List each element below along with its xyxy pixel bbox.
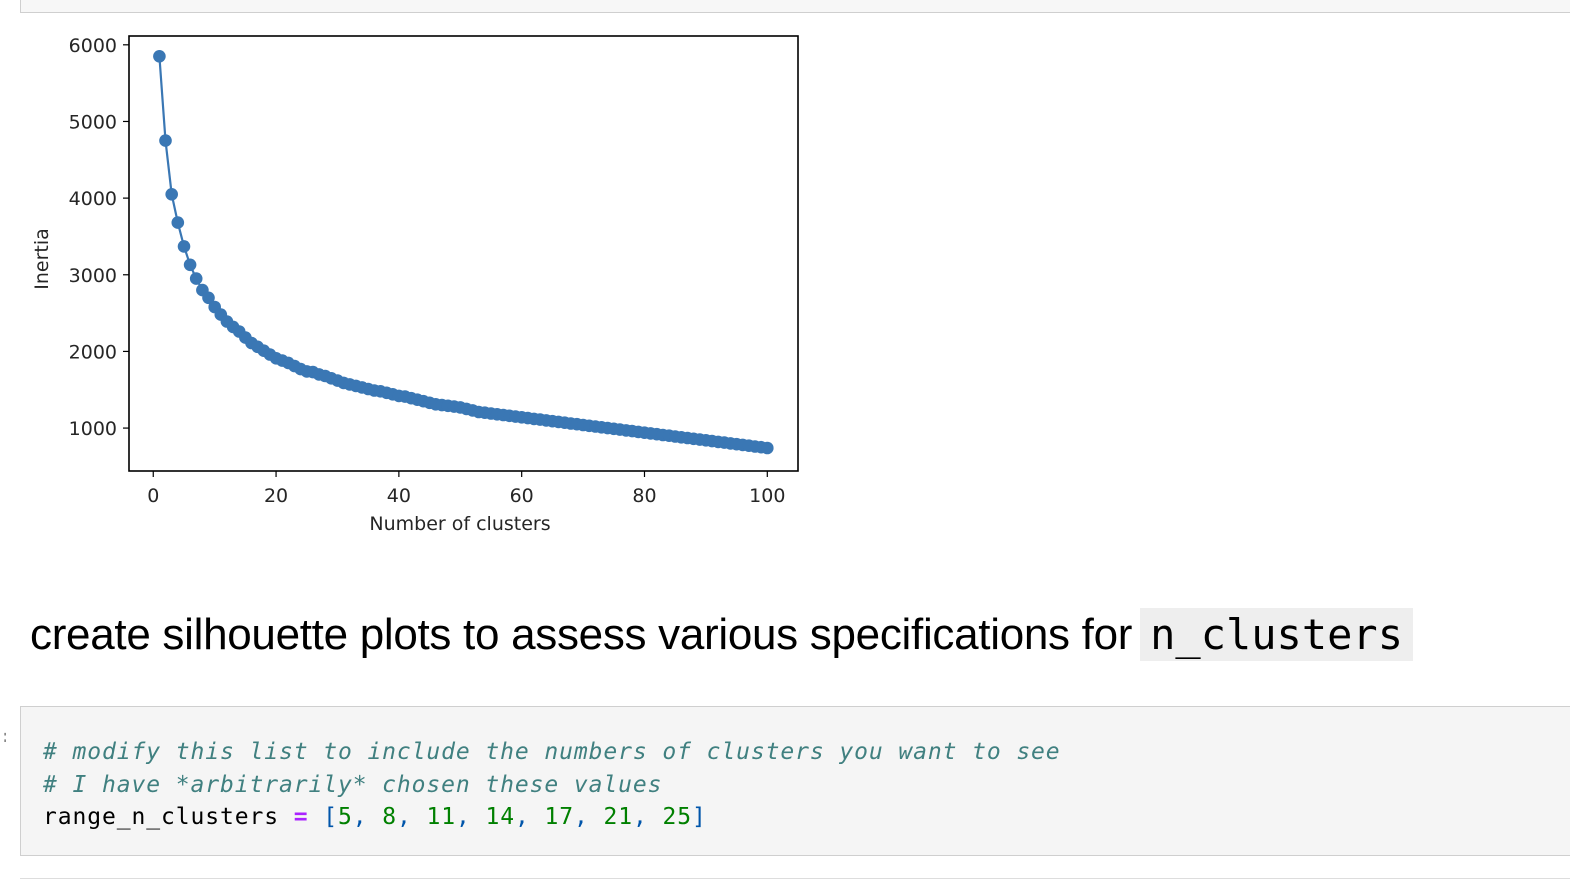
markdown-heading: create silhouette plots to assess variou… xyxy=(30,603,1413,667)
code-block[interactable]: # modify this list to include the number… xyxy=(43,739,1061,830)
code-close-bracket: ] xyxy=(691,804,707,830)
code-comment-line-1: # modify this list to include the number… xyxy=(43,739,1061,765)
code-open-bracket: [ xyxy=(323,804,338,830)
y-tick-label: 6000 xyxy=(69,35,117,57)
code-variable: range_n_clusters xyxy=(43,804,294,830)
y-tick-label: 2000 xyxy=(69,341,117,363)
x-tick-label: 100 xyxy=(749,485,785,507)
x-tick-label: 40 xyxy=(387,485,411,507)
inertia-series-line xyxy=(158,56,768,450)
previous-cell-bottom xyxy=(20,0,1570,13)
x-tick-label: 60 xyxy=(510,485,534,507)
data-point xyxy=(171,216,185,229)
y-tick-label: 1000 xyxy=(69,418,117,440)
code-comment-line-2: # I have *arbitrarily* chosen these valu… xyxy=(43,771,663,798)
data-point xyxy=(183,258,197,272)
code-value: 11 xyxy=(426,804,456,830)
code-cell-editor[interactable]: # modify this list to include the number… xyxy=(20,706,1570,856)
data-point xyxy=(761,441,774,455)
x-tick-label: 20 xyxy=(264,485,288,507)
next-cell-top-border xyxy=(20,878,1570,879)
y-tick-label: 5000 xyxy=(69,111,117,133)
elbow-chart: 0 20 40 60 80 100 1000 2000 3000 4000 5000 6000 Num… xyxy=(31,35,799,535)
cell-prompt: : xyxy=(0,726,6,747)
data-point xyxy=(159,134,172,147)
chart-axes-frame xyxy=(128,35,799,472)
x-tick-label: 80 xyxy=(632,485,656,507)
code-value: 14 xyxy=(485,804,515,830)
code-value: 5 xyxy=(337,804,353,830)
x-tick-label: 0 xyxy=(147,485,159,507)
code-value: 8 xyxy=(382,804,397,830)
chart-xlabel: Number of clusters xyxy=(369,513,550,535)
data-point xyxy=(202,291,215,305)
code-value: 25 xyxy=(662,804,692,830)
heading-text: create silhouette plots to assess variou… xyxy=(30,610,1133,659)
heading-inline-code: n_clusters xyxy=(1140,608,1413,661)
code-value: 17 xyxy=(544,804,574,830)
data-point xyxy=(165,188,178,201)
cell-output-elbow-plot: 0 20 40 60 80 100 1000 2000 3000 4000 5000 6000 Num… xyxy=(0,14,1570,574)
chart-ylabel: Inertia xyxy=(31,228,53,290)
code-value: 21 xyxy=(603,804,633,830)
data-point xyxy=(189,272,203,285)
y-tick-label: 3000 xyxy=(69,265,117,287)
y-tick-label: 4000 xyxy=(69,188,117,210)
data-point xyxy=(153,50,166,63)
data-point xyxy=(177,240,191,253)
code-operator: = xyxy=(293,804,309,830)
